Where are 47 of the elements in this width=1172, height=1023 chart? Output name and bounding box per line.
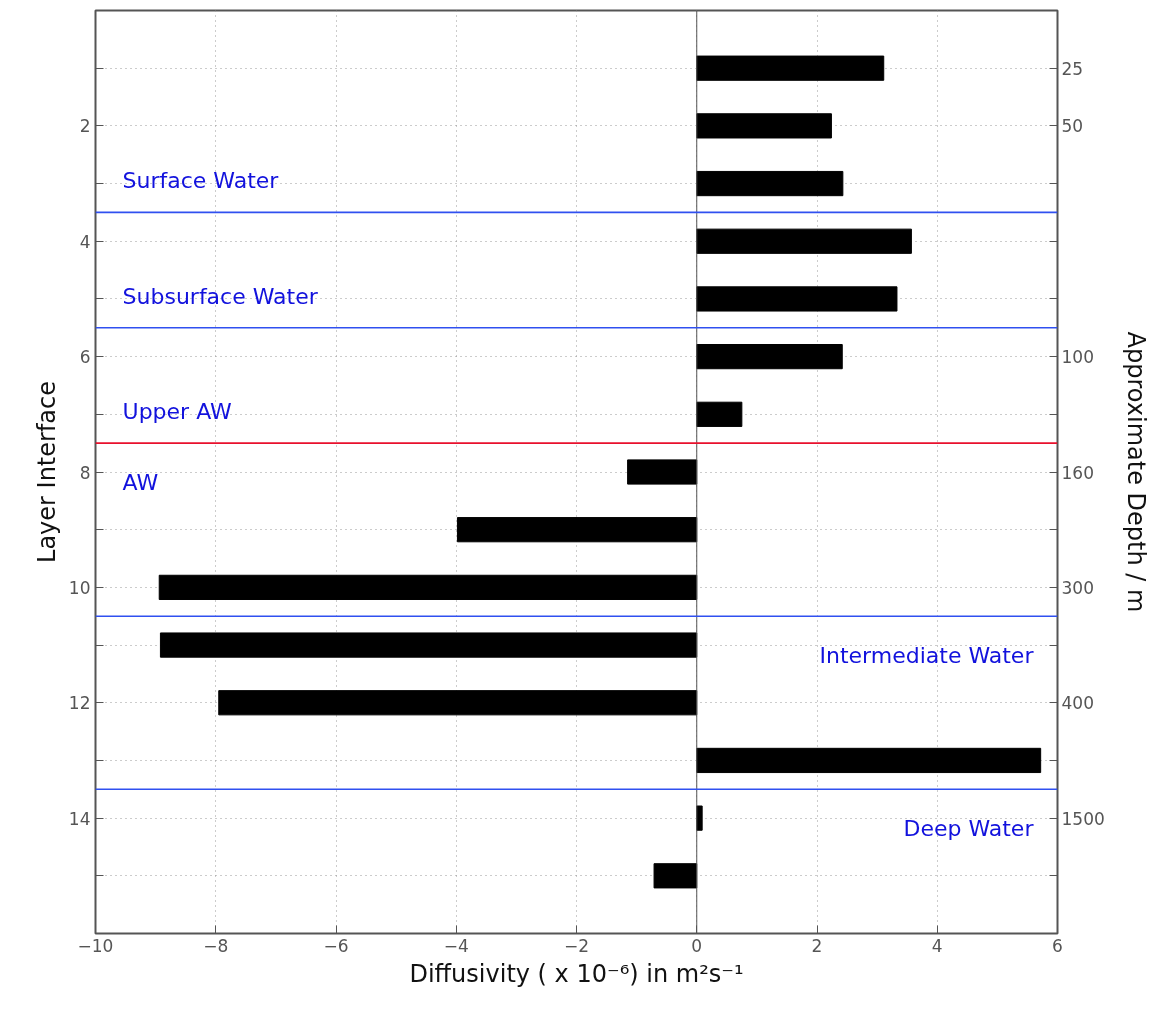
x-tick-label: 6: [1052, 935, 1063, 956]
category-label: 25: [1061, 58, 1084, 79]
category-label: 1500: [1061, 808, 1105, 829]
annotation: Intermediate Water: [819, 642, 1035, 668]
bar: [696, 170, 844, 197]
bar: [696, 113, 832, 139]
x-axis-title: Diffusivity ( x 10⁻⁶) in m²s⁻¹: [409, 959, 744, 988]
bar: [218, 690, 698, 716]
bar: [627, 459, 698, 485]
annotation: Subsurface Water: [122, 283, 319, 309]
x-tick-label: −8: [203, 935, 229, 956]
bar: [696, 55, 885, 81]
bar: [159, 632, 698, 658]
bar: [696, 401, 743, 427]
bar: [653, 863, 698, 889]
category-label: 50: [1061, 116, 1084, 137]
x-tick-label: −6: [323, 935, 349, 956]
category-label: 100: [1061, 347, 1094, 368]
annotation: Deep Water: [903, 816, 1035, 842]
bar: [696, 344, 843, 370]
bar: [696, 228, 912, 254]
x-tick-label: 0: [691, 935, 703, 956]
annotation: Surface Water: [122, 168, 280, 194]
bar: [158, 574, 698, 600]
y-tick-label: 8: [79, 462, 91, 483]
bar: [696, 286, 898, 312]
y-tick-label: 12: [68, 693, 91, 714]
x-tick-label: −2: [563, 935, 590, 956]
x-tick-label: 2: [811, 935, 823, 956]
bar: [696, 805, 703, 831]
y2-axis-title: Approximate Depth / m: [1121, 331, 1150, 613]
annotation: AW: [122, 469, 159, 495]
x-tick-label: 4: [931, 935, 943, 956]
category-label: 160: [1061, 462, 1094, 483]
bar: [456, 517, 698, 543]
y-tick-label: 6: [79, 347, 91, 368]
annotation: Upper AW: [122, 398, 233, 424]
y-tick-label: 4: [79, 231, 91, 252]
category-label: 400: [1061, 693, 1094, 714]
x-tick-label: −4: [443, 935, 469, 956]
x-tick-label: −10: [77, 935, 114, 956]
category-label: 300: [1061, 577, 1094, 598]
y-tick-label: 10: [68, 577, 91, 598]
y-axis-title: Layer Interface: [32, 381, 61, 563]
y-tick-label: 14: [68, 808, 91, 829]
bar: [696, 747, 1042, 774]
y-tick-label: 2: [79, 116, 91, 137]
